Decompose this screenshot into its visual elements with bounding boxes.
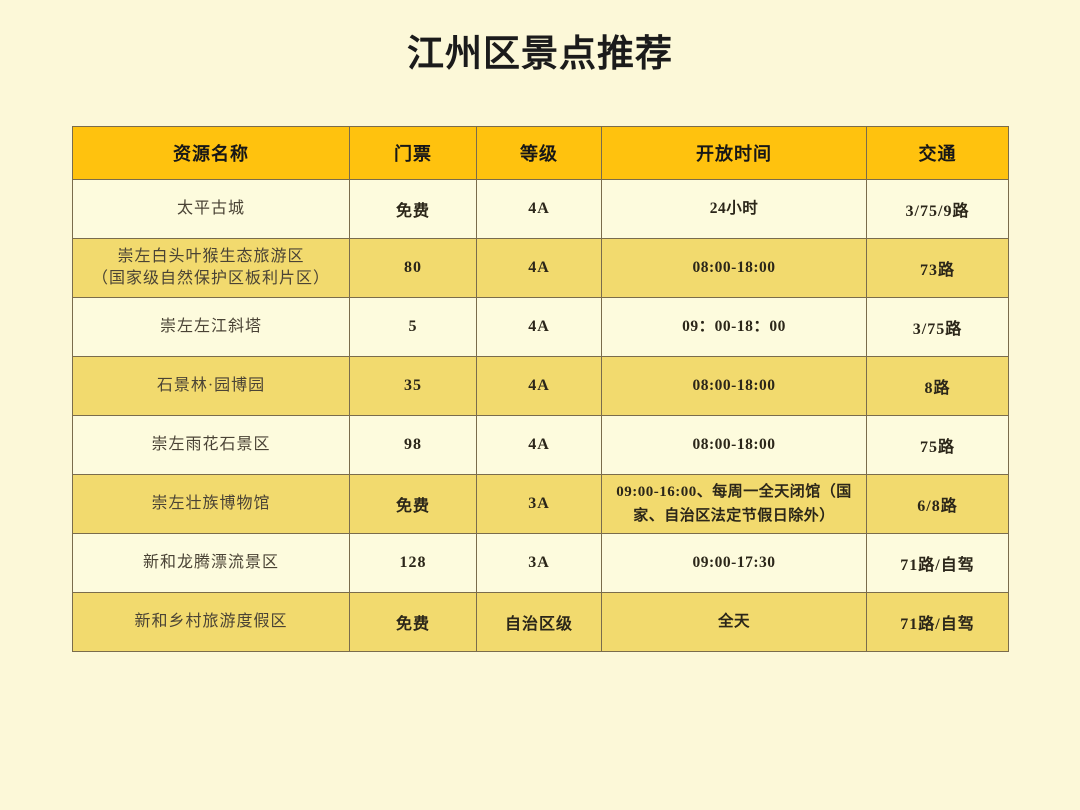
table-row: 新和乡村旅游度假区 免费 自治区级 全天 71路/自驾: [72, 592, 1009, 652]
resource-name-line1: 崇左雨花石景区: [151, 436, 271, 453]
cell-level: 4A: [476, 415, 602, 475]
table-row: 崇左左江斜塔 5 4A 09：00-18：00 3/75路: [72, 297, 1009, 357]
resource-name-line1: 崇左左江斜塔: [159, 318, 262, 335]
cell-ticket-price: 35: [349, 356, 477, 416]
table-row: 崇左白头叶猴生态旅游区 （国家级自然保护区板利片区） 80 4A 08:00-18:00…: [72, 238, 1009, 298]
table-row: 崇左壮族博物馆 免费 3A 09:00-16:00、每周一全天闭馆（国家、自治区法定节…: [72, 474, 1009, 534]
cell-transport: 71路/自驾: [866, 592, 1009, 652]
table-row: 崇左雨花石景区 98 4A 08:00-18:00 75路: [72, 415, 1009, 475]
cell-level: 4A: [476, 238, 602, 298]
attractions-table-container: 资源名称 门票 等级 开放时间 交通 太平古城 免费 4A 24小时 3/75/9路 崇左…: [72, 126, 1009, 652]
column-header-hours: 开放时间: [601, 126, 867, 180]
cell-opening-hours: 09:00-17:30: [601, 533, 867, 593]
table-body: 太平古城 免费 4A 24小时 3/75/9路 崇左白头叶猴生态旅游区 （国家级自然保护区板…: [72, 179, 1009, 652]
cell-transport: 6/8路: [866, 474, 1009, 534]
cell-transport: 3/75路: [866, 297, 1009, 357]
cell-resource-name: 新和龙腾漂流景区: [72, 533, 350, 593]
cell-transport: 3/75/9路: [866, 179, 1009, 239]
cell-resource-name: 太平古城: [72, 179, 350, 239]
cell-opening-hours: 08:00-18:00: [601, 356, 867, 416]
cell-resource-name: 崇左雨花石景区: [72, 415, 350, 475]
cell-resource-name: 崇左白头叶猴生态旅游区 （国家级自然保护区板利片区）: [72, 238, 350, 298]
cell-opening-hours: 24小时: [601, 179, 867, 239]
cell-ticket-price: 80: [349, 238, 477, 298]
cell-level: 3A: [476, 533, 602, 593]
column-header-price: 门票: [349, 126, 477, 180]
cell-opening-hours: 09:00-16:00、每周一全天闭馆（国家、自治区法定节假日除外）: [601, 474, 867, 534]
page-title: 江州区景点推荐: [407, 33, 673, 74]
cell-opening-hours: 09：00-18：00: [601, 297, 867, 357]
cell-resource-name: 石景林·园博园: [72, 356, 350, 416]
attractions-table: 资源名称 门票 等级 开放时间 交通 太平古城 免费 4A 24小时 3/75/9路 崇左…: [72, 126, 1009, 652]
cell-ticket-price: 免费: [349, 179, 477, 239]
cell-level: 自治区级: [476, 592, 602, 652]
resource-name-line1: 石景林·园博园: [156, 377, 266, 394]
cell-transport: 8路: [866, 356, 1009, 416]
column-header-trans: 交通: [866, 126, 1009, 180]
table-row: 新和龙腾漂流景区 128 3A 09:00-17:30 71路/自驾: [72, 533, 1009, 593]
cell-resource-name: 崇左壮族博物馆: [72, 474, 350, 534]
cell-level: 4A: [476, 356, 602, 416]
cell-resource-name: 崇左左江斜塔: [72, 297, 350, 357]
cell-opening-hours: 全天: [601, 592, 867, 652]
cell-ticket-price: 98: [349, 415, 477, 475]
cell-level: 4A: [476, 297, 602, 357]
table-row: 太平古城 免费 4A 24小时 3/75/9路: [72, 179, 1009, 239]
resource-name-line1: 新和龙腾漂流景区: [142, 554, 279, 571]
table-row: 石景林·园博园 35 4A 08:00-18:00 8路: [72, 356, 1009, 416]
table-header: 资源名称 门票 等级 开放时间 交通: [72, 126, 1009, 180]
resource-name-line1: 崇左壮族博物馆: [151, 495, 271, 512]
cell-ticket-price: 128: [349, 533, 477, 593]
table-header-row: 资源名称 门票 等级 开放时间 交通: [72, 126, 1009, 180]
resource-name-line2: （国家级自然保护区板利片区）: [91, 270, 330, 287]
resource-name-line1: 新和乡村旅游度假区: [134, 613, 288, 630]
cell-resource-name: 新和乡村旅游度假区: [72, 592, 350, 652]
cell-level: 3A: [476, 474, 602, 534]
cell-transport: 75路: [866, 415, 1009, 475]
column-header-level: 等级: [476, 126, 602, 180]
resource-name-line1: 崇左白头叶猴生态旅游区: [117, 248, 305, 265]
cell-ticket-price: 5: [349, 297, 477, 357]
column-header-name: 资源名称: [72, 126, 350, 180]
resource-name-line1: 太平古城: [176, 200, 245, 217]
cell-transport: 71路/自驾: [866, 533, 1009, 593]
cell-opening-hours: 08:00-18:00: [601, 415, 867, 475]
cell-transport: 73路: [866, 238, 1009, 298]
cell-ticket-price: 免费: [349, 474, 477, 534]
cell-opening-hours: 08:00-18:00: [601, 238, 867, 298]
cell-level: 4A: [476, 179, 602, 239]
cell-ticket-price: 免费: [349, 592, 477, 652]
